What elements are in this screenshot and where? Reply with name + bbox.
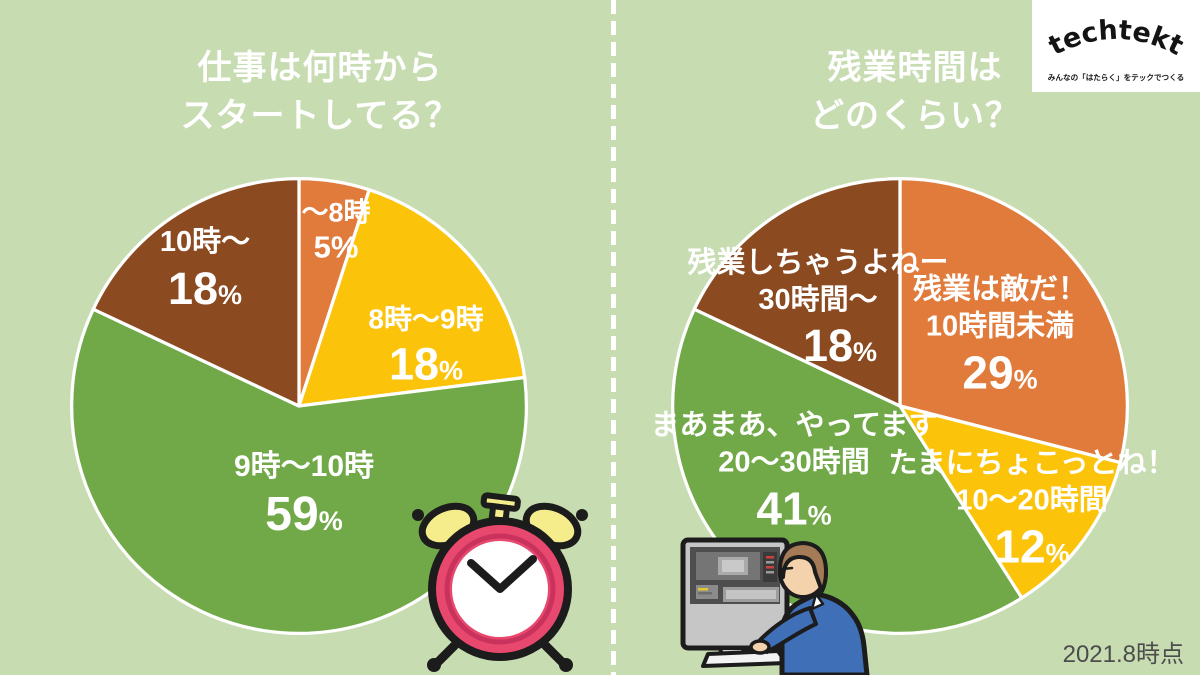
right-chart-title-line2: どのくらい？ [810,97,1020,136]
pie-slice-3 [692,177,902,408]
slice-value-number: 59 [265,487,319,541]
slice-label-text: 残業は敵だ！ [912,273,1088,306]
svg-text:techtekt: techtekt [1044,15,1188,62]
slice-value-number: 18 [802,319,854,371]
slice-value-number: 5 [313,229,331,265]
footer-date-note: 2021.8時点 [1062,641,1184,668]
slice-value: 59% [234,487,374,541]
left-chart-title-line1: 仕事は何時から [197,49,443,87]
slice-label-8-to-9: 8時～9時 18% [368,302,483,389]
slice-value: 18% [368,341,483,388]
pie-slice-1 [297,188,527,408]
person-at-computer-icon [680,537,870,675]
alarm-clock-icon [412,492,588,672]
left-chart-title-line2: スタートしてる？ [180,97,460,136]
pie-chart-work-start-time [70,177,528,635]
slice-label-over-30h: 残業しちゃうよねー 30時間～ 18% [687,245,948,369]
slice-value-number: 18 [167,262,219,314]
slice-label-20-to-30h: まあまあ、やってます 20～30時間 41% [650,407,937,532]
slice-label-text: 10～20時間 [956,483,1108,516]
slice-label-text: まあまあ、やってます [650,409,938,442]
slice-label-9-to-10: 9時～10時 59% [234,448,374,540]
percent-sign: % [1013,364,1038,395]
slice-label-before-8: ～8時 5% [301,196,370,265]
slice-value-number: 41 [756,482,808,535]
percent-sign: % [853,336,878,367]
slice-label-text: 20～30時間 [718,445,870,478]
percent-sign: % [439,356,464,387]
percent-sign: % [807,500,832,531]
percent-sign: % [318,505,343,536]
percent-sign: % [330,229,359,265]
slice-label-10-to-20h: たまにちょこっとね！ 10～20時間 12% [888,445,1175,570]
slice-value-number: 29 [962,346,1014,399]
slice-label-text: 8時～9時 [368,303,484,335]
right-chart-title-line1: 残業時間は [827,49,1003,87]
slice-value-number: 18 [388,339,440,391]
slice-label-text: 30時間～ [758,283,878,316]
slice-value: 5% [301,229,370,265]
percent-sign: % [1045,538,1070,569]
slice-label-text: 残業しちゃうよねー [687,246,949,279]
right-chart-title: 残業時間は どのくらい？ [715,44,1115,141]
pie-slice-0 [898,177,1129,465]
percent-sign: % [218,279,243,310]
slice-value: 41% [650,484,937,532]
slice-label-text: 10時～ [159,226,251,259]
left-chart-title: 仕事は何時から スタートしてる？ [115,44,525,141]
slice-value-number: 12 [994,520,1046,573]
techtekt-logo-art: techtekt みんなの「はたらく」をテックでつくる [1044,15,1188,82]
logo-tagline: みんなの「はたらく」をテックでつくる [1048,72,1184,82]
pie-slice-3 [91,177,301,408]
slice-label-under-10h: 残業は敵だ！ 10時間未満 29% [913,271,1087,396]
slice-value: 29% [913,348,1087,396]
pie-slice-1 [898,404,1122,600]
techtekt-logo: techtekt みんなの「はたらく」をテックでつくる [1032,0,1200,92]
slice-label-text: 10時間未満 [925,309,1075,342]
slice-label-after-10: 10時～ 18% [160,224,250,312]
slice-label-text: たまにちょこっとね！ [888,447,1176,480]
slice-label-text: 9時～10時 [233,449,375,483]
logo-wordmark: techtekt [1044,15,1188,62]
slice-label-text: ～8時 [301,197,371,228]
slice-value: 18% [687,322,948,369]
slice-value: 12% [888,522,1175,570]
divider-dashed-line [611,0,616,675]
slice-value: 18% [160,265,250,312]
